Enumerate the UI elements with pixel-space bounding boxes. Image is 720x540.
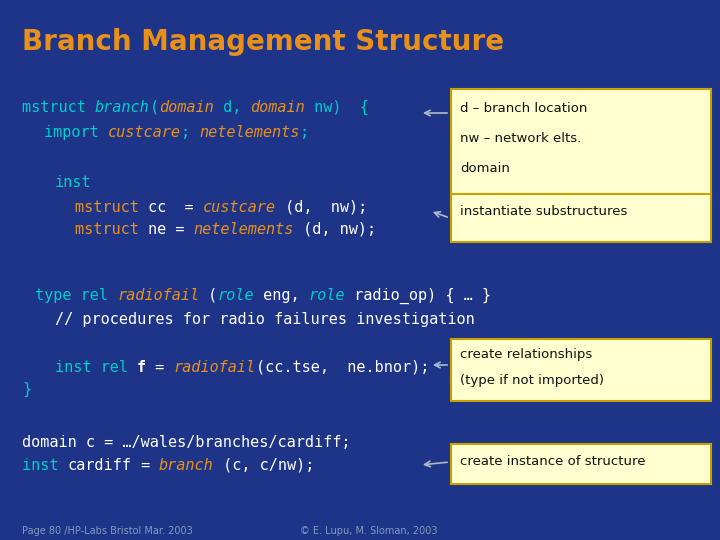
Text: (d, nw);: (d, nw); (294, 222, 376, 237)
Text: Branch Management Structure: Branch Management Structure (22, 28, 504, 56)
Text: inst: inst (55, 175, 91, 190)
Text: Page 80 /HP-Labs Bristol Mar. 2003: Page 80 /HP-Labs Bristol Mar. 2003 (22, 526, 193, 536)
Text: (d,  nw);: (d, nw); (276, 200, 367, 215)
Text: radiofail: radiofail (174, 360, 256, 375)
FancyBboxPatch shape (451, 444, 711, 484)
Text: eng,: eng, (254, 288, 309, 303)
Text: domain: domain (159, 100, 214, 115)
FancyBboxPatch shape (451, 339, 711, 401)
Text: nw – network elts.: nw – network elts. (460, 132, 581, 145)
Text: role: role (309, 288, 346, 303)
Text: domain: domain (250, 100, 305, 115)
Text: cc  =: cc = (148, 200, 203, 215)
Text: netelements: netelements (199, 125, 300, 140)
Text: domain c = …/wales/branches/cardiff;: domain c = …/wales/branches/cardiff; (22, 435, 351, 450)
Text: instantiate substructures: instantiate substructures (460, 205, 627, 218)
Text: netelements: netelements (194, 222, 294, 237)
Text: =: = (132, 458, 159, 473)
Text: =: = (146, 360, 174, 375)
Text: ;: ; (300, 125, 309, 140)
Text: cardiff: cardiff (68, 458, 132, 473)
Text: f: f (137, 360, 146, 375)
Text: radio_op) { … }: radio_op) { … } (346, 288, 491, 304)
FancyBboxPatch shape (451, 194, 711, 242)
Text: mstruct: mstruct (22, 100, 95, 115)
Text: inst rel: inst rel (55, 360, 137, 375)
Text: (: ( (199, 288, 217, 303)
Text: inst: inst (22, 458, 68, 473)
Text: d – branch location: d – branch location (460, 102, 588, 115)
Text: create relationships: create relationships (460, 348, 593, 361)
Text: create instance of structure: create instance of structure (460, 455, 646, 468)
Text: branch: branch (159, 458, 214, 473)
Text: ;: ; (181, 125, 199, 140)
Text: nw)  {: nw) { (305, 100, 369, 115)
Text: (cc.tse,  ne.bnor);: (cc.tse, ne.bnor); (256, 360, 429, 375)
Text: custcare: custcare (203, 200, 276, 215)
Text: type rel: type rel (35, 288, 117, 303)
Text: d,: d, (214, 100, 250, 115)
Text: custcare: custcare (108, 125, 181, 140)
Text: (type if not imported): (type if not imported) (460, 374, 604, 387)
Text: © E. Lupu, M. Sloman, 2003: © E. Lupu, M. Sloman, 2003 (300, 526, 438, 536)
Text: branch: branch (95, 100, 150, 115)
Text: import: import (44, 125, 108, 140)
Text: ne =: ne = (148, 222, 194, 237)
FancyBboxPatch shape (451, 89, 711, 201)
Text: mstruct: mstruct (75, 200, 148, 215)
Text: }: } (22, 382, 31, 397)
Text: radiofail: radiofail (117, 288, 199, 303)
Text: mstruct: mstruct (75, 222, 148, 237)
Text: (c, c/nw);: (c, c/nw); (214, 458, 314, 473)
Text: role: role (217, 288, 254, 303)
Text: (: ( (150, 100, 159, 115)
Text: domain: domain (460, 162, 510, 175)
Text: // procedures for radio failures investigation: // procedures for radio failures investi… (55, 312, 474, 327)
